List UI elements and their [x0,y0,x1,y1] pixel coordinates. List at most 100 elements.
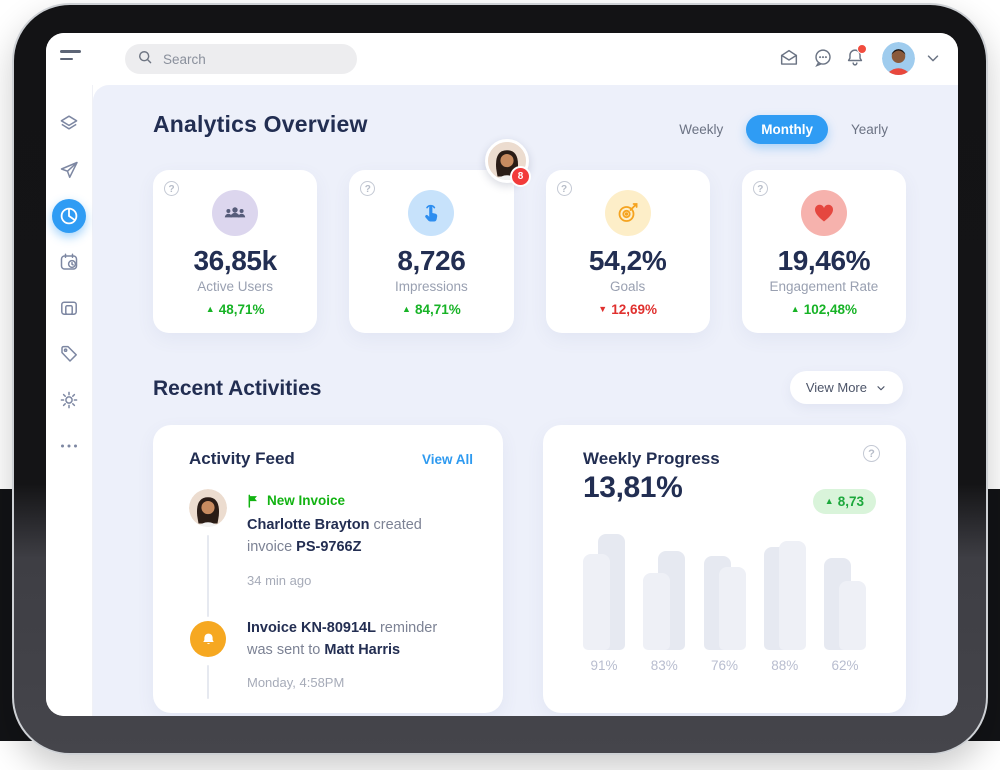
sidebar [46,85,93,716]
bell-icon[interactable] [844,44,867,68]
bar-group: 88% [762,525,808,673]
stats-row: ? 36,85k Active Users ▲ 48,71% ? 8,726 Im… [153,170,906,333]
question-icon[interactable]: ? [556,181,572,196]
tab-yearly[interactable]: Yearly [850,122,888,137]
main-content: Analytics Overview Weekly Monthly Yearly… [93,85,958,716]
weekly-progress-card: Weekly Progress ? 13,81% ▲ 8,73 91% 83% 76%… [543,425,906,713]
chat-icon[interactable] [812,47,834,69]
search-input[interactable] [161,50,325,68]
bar-label: 83% [650,658,678,673]
screen: Analytics Overview Weekly Monthly Yearly… [46,33,958,716]
view-all-link[interactable]: View All [421,452,473,467]
bar-front [778,541,806,650]
stat-label: Impressions [394,279,468,294]
stat-value: 8,726 [397,245,466,276]
calendar-clock-icon [60,253,78,270]
sidebar-item-send[interactable] [58,159,80,181]
flag-icon [248,494,257,508]
stat-card-impressions: ? 8,726 Impressions ▲ 84,71% [349,170,514,333]
bar-front [583,554,610,650]
users-icon [212,190,259,236]
bar-label: 76% [710,658,739,673]
sidebar-item-projects[interactable] [58,297,80,319]
card-title: Weekly Progress [583,449,720,468]
activity-text[interactable]: Charlotte Brayton created invoice PS-976… [247,517,422,555]
sidebar-item-analytics[interactable] [52,199,86,233]
tab-monthly[interactable]: Monthly [746,115,828,144]
tap-icon [408,190,455,236]
bar-group: 91% [581,525,627,673]
period-tabs: Weekly Monthly Yearly [664,115,903,144]
timeline-connector [207,665,209,699]
sidebar-item-schedule[interactable] [58,251,80,273]
bar-front [839,581,866,650]
trend-arrow-icon: ▲ [402,304,411,314]
page-title: Analytics Overview [153,111,368,137]
section-title: Recent Activities [153,377,322,400]
tag-icon [61,345,77,362]
stat-delta: ▲ 102,48% [790,302,857,317]
pie-chart-icon [60,207,78,225]
activity-time: 34 min ago [247,573,312,588]
timeline-connector [207,535,209,617]
bottom-row: Activity Feed View All New Invoice Charl… [153,425,906,713]
stat-delta: ▲ 48,71% [205,302,265,317]
notification-dot [857,44,867,54]
profile-avatar[interactable] [882,42,915,75]
trend-arrow-icon: ▲ [205,304,215,314]
question-icon[interactable]: ? [164,181,179,196]
stat-delta: ▲ 84,71% [402,302,461,317]
bar-front [643,573,671,650]
layers-icon [60,115,78,130]
question-icon[interactable]: ? [863,445,880,462]
settings-icon [60,391,78,409]
activity-time: Monday, 4:58PM [247,675,345,690]
search-icon [137,49,153,70]
topbar [46,33,958,85]
reminder-bell-icon[interactable] [190,621,226,657]
bar-group: 83% [641,525,687,673]
activity-avatar[interactable] [189,489,227,527]
bar-group: 76% [702,525,748,673]
collaborator-avatar[interactable]: 8 [485,139,531,187]
stat-label: Active Users [197,279,274,294]
notification-count-badge: 8 [510,166,531,187]
sidebar-item-settings[interactable] [58,389,80,411]
chevron-down-icon[interactable] [924,49,942,67]
bar-label: 91% [590,658,618,673]
trend-arrow-icon: ▼ [598,304,608,314]
tab-weekly[interactable]: Weekly [679,122,724,137]
chevron-down-icon [877,385,885,390]
trend-arrow-icon: ▲ [824,496,834,506]
weekly-bars: 91% 83% 76% 88% 62% [581,525,868,685]
question-icon[interactable]: ? [752,181,768,196]
more-dots-icon [61,444,77,448]
search-bar[interactable] [125,44,357,74]
stat-value: 54,2% [588,245,667,276]
stat-card-engagement: ? 19,46% Engagement Rate ▲ 102,48% [741,170,906,333]
mail-icon[interactable] [778,47,800,69]
stat-card-goals: ? 54,2% Goals ▼ 12,69% [545,170,710,333]
bar-front [718,567,746,650]
send-icon [60,161,78,179]
activity-text[interactable]: Invoice KN-80914L reminder was sent to M… [247,620,438,658]
sidebar-item-layers[interactable] [58,113,80,135]
question-icon[interactable]: ? [360,181,376,196]
stat-label: Goals [609,279,646,294]
progress-value: 13,81% [583,471,683,504]
view-more-button[interactable]: View More [789,371,903,404]
sidebar-item-more[interactable] [58,435,80,457]
heart-icon [800,190,847,236]
trend-arrow-icon: ▲ [790,304,800,314]
bar-label: 88% [771,658,799,673]
activity-tag: New Invoice [247,493,345,508]
stat-card-active-users: ? 36,85k Active Users ▲ 48,71% [153,170,318,333]
sidebar-item-tags[interactable] [58,343,80,365]
stat-label: Engagement Rate [769,279,879,294]
menu-icon[interactable] [60,50,82,68]
stat-delta: ▼ 12,69% [598,302,657,317]
progress-delta-badge: ▲ 8,73 [812,489,876,514]
stat-value: 36,85k [193,245,278,276]
activity-feed-card: Activity Feed View All New Invoice Charl… [153,425,503,713]
stat-value: 19,46% [777,245,871,276]
